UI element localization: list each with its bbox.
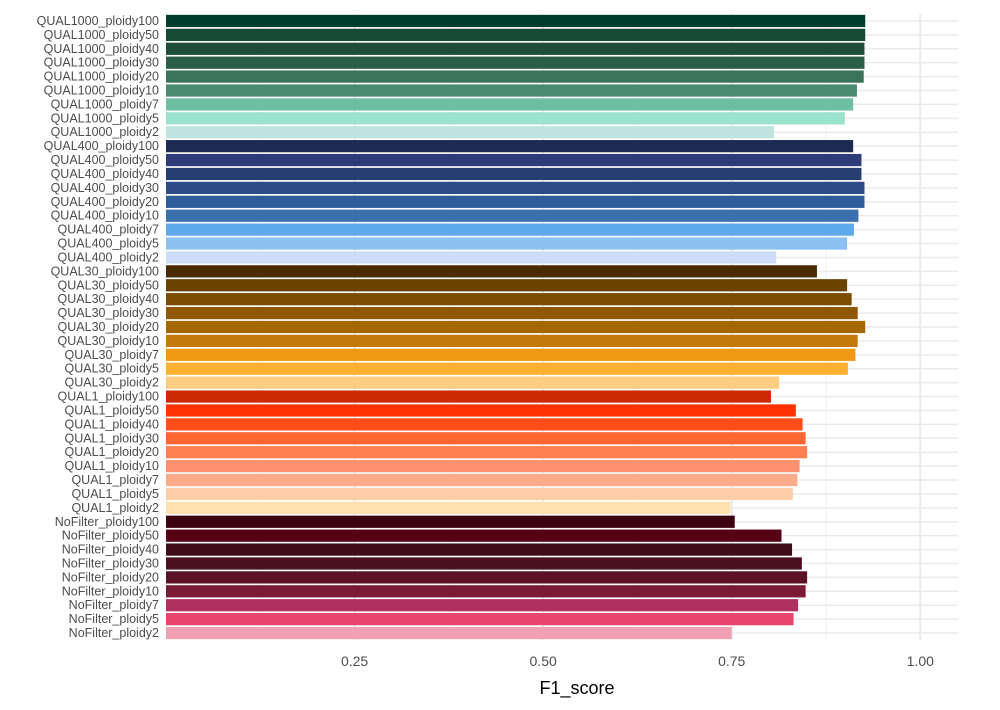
category-label: QUAL400_ploidy7 [58, 223, 160, 237]
bar-qual30-ploidy40 [166, 293, 852, 306]
category-label: QUAL1_ploidy5 [71, 487, 159, 501]
bar-qual30-ploidy30 [166, 306, 858, 320]
category-label: NoFilter_ploidy100 [55, 515, 159, 529]
bar-qual30-ploidy10 [166, 334, 858, 348]
bar-qual400-ploidy30 [166, 181, 865, 195]
category-label: QUAL30_ploidy40 [58, 292, 160, 306]
category-labels: QUAL1000_ploidy100QUAL1000_ploidy50QUAL1… [37, 14, 159, 640]
category-label: QUAL1_ploidy20 [64, 445, 159, 459]
category-label: QUAL1_ploidy7 [71, 473, 159, 487]
category-label: QUAL1000_ploidy10 [44, 84, 159, 98]
category-label: QUAL400_ploidy5 [58, 237, 160, 251]
x-tick-label: 0.75 [718, 653, 745, 669]
bar-qual30-ploidy2 [166, 376, 780, 389]
bar-qual400-ploidy10 [166, 209, 859, 222]
category-label: QUAL30_ploidy7 [64, 348, 159, 362]
category-label: NoFilter_ploidy7 [69, 598, 159, 612]
bar-qual1-ploidy7 [166, 473, 798, 487]
category-label: QUAL1_ploidy30 [64, 431, 159, 445]
category-label: QUAL400_ploidy20 [51, 195, 159, 209]
category-label: QUAL1000_ploidy5 [51, 111, 159, 125]
category-label: NoFilter_ploidy50 [62, 529, 159, 543]
bar-qual1000-ploidy30 [166, 56, 865, 69]
bar-qual1-ploidy50 [166, 404, 796, 417]
bar-nofilter-ploidy10 [166, 585, 806, 598]
bar-qual1000-ploidy5 [166, 112, 845, 125]
category-label: NoFilter_ploidy5 [69, 612, 159, 626]
x-tick-labels: 0.25 0.50 0.75 1.00 [341, 653, 934, 669]
bar-nofilter-ploidy40 [166, 543, 793, 556]
bar-qual1000-ploidy2 [166, 126, 774, 139]
bar-qual1-ploidy100 [166, 390, 771, 403]
bar-nofilter-ploidy30 [166, 557, 802, 570]
category-label: QUAL400_ploidy10 [51, 209, 159, 223]
bar-qual400-ploidy50 [166, 153, 862, 167]
category-label: QUAL1000_ploidy30 [44, 56, 159, 70]
bar-qual400-ploidy2 [166, 251, 777, 264]
bar-qual1-ploidy2 [166, 501, 731, 514]
bar-qual1-ploidy40 [166, 418, 803, 431]
bar-qual400-ploidy40 [166, 167, 862, 181]
category-label: NoFilter_ploidy10 [62, 584, 159, 598]
category-label: QUAL1000_ploidy7 [51, 97, 159, 111]
category-label: QUAL1000_ploidy2 [51, 125, 159, 139]
x-axis-title: F1_score [539, 678, 614, 699]
bar-qual1000-ploidy10 [166, 84, 857, 97]
bar-qual30-ploidy100 [166, 265, 817, 278]
bar-nofilter-ploidy20 [166, 571, 808, 584]
category-label: QUAL400_ploidy2 [58, 250, 160, 264]
category-label: QUAL1_ploidy40 [64, 417, 159, 431]
bar-qual1000-ploidy50 [166, 28, 866, 41]
bars-layer [166, 14, 866, 640]
bar-qual400-ploidy7 [166, 223, 854, 236]
bar-qual30-ploidy5 [166, 362, 848, 375]
bar-qual30-ploidy20 [166, 320, 866, 334]
category-label: QUAL30_ploidy20 [58, 320, 160, 334]
bar-qual1000-ploidy20 [166, 70, 864, 83]
bar-qual1-ploidy10 [166, 459, 800, 473]
category-label: NoFilter_ploidy30 [62, 556, 159, 570]
category-label: QUAL30_ploidy100 [51, 264, 159, 278]
bar-qual1000-ploidy40 [166, 42, 865, 55]
category-label: QUAL1_ploidy50 [64, 403, 159, 417]
x-tick-label: 0.50 [530, 653, 557, 669]
bar-nofilter-ploidy2 [166, 626, 732, 640]
category-label: QUAL1000_ploidy40 [44, 42, 159, 56]
category-label: QUAL400_ploidy50 [51, 153, 159, 167]
x-tick-label: 1.00 [907, 653, 934, 669]
bar-qual1000-ploidy7 [166, 98, 854, 111]
category-label: NoFilter_ploidy40 [62, 543, 159, 557]
bar-nofilter-ploidy100 [166, 515, 735, 528]
category-label: QUAL1000_ploidy20 [44, 70, 159, 84]
category-label: QUAL1000_ploidy100 [37, 14, 159, 28]
category-label: QUAL1000_ploidy50 [44, 28, 159, 42]
bar-qual1-ploidy5 [166, 487, 793, 501]
category-label: QUAL30_ploidy10 [58, 334, 160, 348]
bar-qual1000-ploidy100 [166, 14, 866, 28]
bar-qual1-ploidy30 [166, 432, 806, 445]
bar-nofilter-ploidy50 [166, 529, 782, 542]
category-label: NoFilter_ploidy20 [62, 570, 159, 584]
category-label: NoFilter_ploidy2 [69, 626, 159, 640]
category-label: QUAL1_ploidy10 [64, 459, 159, 473]
bar-qual400-ploidy20 [166, 195, 865, 208]
category-label: QUAL30_ploidy50 [58, 278, 160, 292]
category-label: QUAL400_ploidy40 [51, 167, 159, 181]
category-label: QUAL400_ploidy100 [44, 139, 159, 153]
category-label: QUAL30_ploidy5 [64, 362, 159, 376]
x-tick-label: 0.25 [341, 653, 368, 669]
bar-qual1-ploidy20 [166, 446, 808, 459]
bar-qual400-ploidy100 [166, 140, 854, 153]
bar-nofilter-ploidy7 [166, 599, 799, 612]
category-label: QUAL30_ploidy2 [64, 376, 159, 390]
category-label: QUAL1_ploidy100 [58, 390, 160, 404]
bar-qual400-ploidy5 [166, 237, 848, 250]
category-label: QUAL1_ploidy2 [71, 501, 159, 515]
category-label: QUAL400_ploidy30 [51, 181, 159, 195]
bar-qual30-ploidy50 [166, 279, 848, 292]
bar-nofilter-ploidy5 [166, 613, 794, 626]
category-label: QUAL30_ploidy30 [58, 306, 160, 320]
bar-qual30-ploidy7 [166, 348, 856, 361]
